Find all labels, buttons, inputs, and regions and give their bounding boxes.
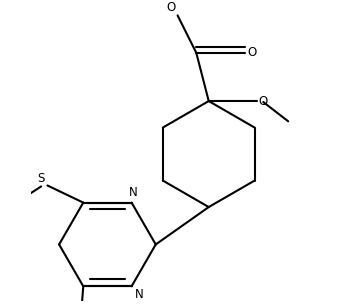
- Text: S: S: [38, 171, 45, 185]
- Text: N: N: [135, 288, 144, 301]
- Text: N: N: [129, 186, 138, 199]
- Text: O: O: [259, 95, 268, 108]
- Text: O: O: [167, 2, 176, 14]
- Text: O: O: [247, 46, 256, 59]
